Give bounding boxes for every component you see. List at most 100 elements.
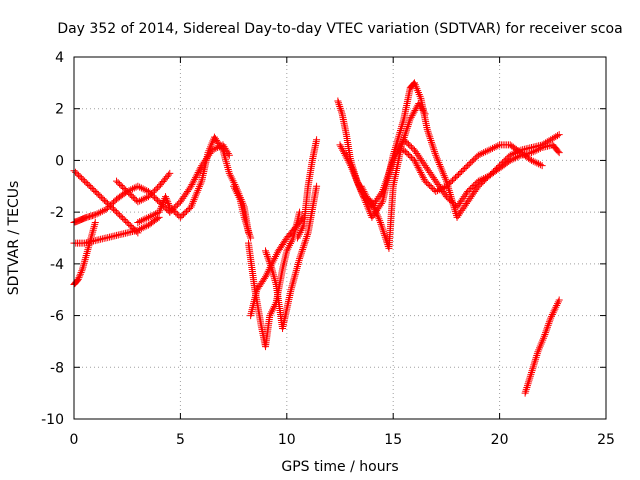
data-point [545,320,553,328]
data-point [414,163,422,171]
data-point [400,136,408,144]
data-point [162,193,170,201]
data-point [543,323,551,331]
data-point [267,261,275,269]
data-point [359,186,367,194]
data-point [126,221,134,229]
data-point [480,175,488,183]
data-point [191,174,199,182]
data-point [529,157,537,165]
data-point [79,176,87,184]
data-point [340,148,348,156]
data-point [404,140,412,148]
data-point [73,170,81,178]
data-point [125,189,133,197]
data-point [542,329,550,337]
data-point [265,256,273,264]
data-point [528,149,536,157]
data-point [91,218,99,226]
data-point [510,155,518,163]
data-point [139,224,147,232]
data-point [338,144,346,152]
data-point [548,311,556,319]
data-point [506,156,514,164]
data-point [468,157,476,165]
data-point [471,154,479,162]
data-point [467,185,475,193]
data-point [552,303,560,311]
y-tick-label: 0 [55,153,64,169]
data-point [166,208,174,216]
x-tick-label: 25 [597,432,615,448]
data-point [547,314,555,322]
data-point [149,188,157,196]
data-point [447,197,455,205]
data-point [102,206,110,214]
data-point [345,158,353,166]
data-point [485,146,493,154]
data-point [379,226,387,234]
data-point [137,196,145,204]
data-point [102,198,110,206]
data-point [263,251,271,259]
data-point [530,361,538,369]
data-point [492,143,500,151]
data-point [267,263,275,271]
data-point [76,270,84,278]
data-point [144,193,152,201]
data-point [335,101,343,109]
data-point [555,296,563,304]
data-point [110,198,118,206]
data-point [129,193,137,201]
data-point [297,251,305,259]
data-point [553,132,561,140]
data-point [296,255,304,263]
data-point [550,307,558,315]
data-point [421,177,429,185]
data-point [487,145,495,153]
data-point [162,194,170,202]
data-point [525,378,533,386]
data-point [526,374,534,382]
data-point [152,195,160,203]
data-point [94,190,102,198]
data-point [125,220,133,228]
data-point [377,200,385,208]
data-point [81,255,89,263]
data-point [528,156,536,164]
data-point [167,207,175,215]
data-point [223,162,231,170]
data-point [427,136,435,144]
data-point [130,184,138,192]
data-point [551,305,559,313]
data-point [266,260,274,268]
data-point [444,181,452,189]
data-point [398,121,406,129]
data-point [151,187,159,195]
data-point [225,151,233,159]
data-point [87,183,95,191]
data-point [490,144,498,151]
data-point [378,224,386,232]
data-point [528,367,536,375]
data-point [270,271,277,279]
data-point [439,184,447,192]
data-point [189,179,197,187]
data-point [474,177,482,185]
data-point [336,141,344,149]
data-point [524,380,532,388]
data-point [224,164,232,172]
data-point [442,182,450,190]
data-point [134,198,142,206]
data-point [448,199,456,207]
data-point [396,128,404,136]
data-point [406,142,414,150]
data-point [181,209,189,217]
series-arc-o [357,136,563,211]
data-point [292,266,300,274]
data-point [426,182,434,190]
data-point [476,176,484,184]
data-point [270,273,278,281]
data-point [432,187,440,195]
data-point [532,353,540,361]
